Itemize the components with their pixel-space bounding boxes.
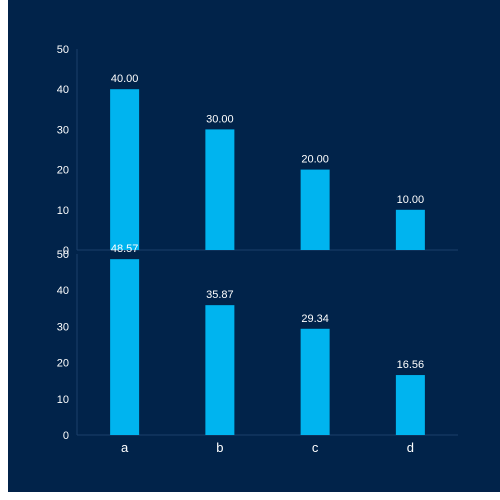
bar-b bbox=[205, 129, 235, 250]
bar-c bbox=[300, 169, 330, 250]
data-label: 20.00 bbox=[301, 154, 329, 166]
x-tick-label: a bbox=[121, 440, 129, 455]
data-label: 10.00 bbox=[397, 194, 425, 206]
y-tick-label: 50 bbox=[57, 249, 69, 261]
data-label: 48.57 bbox=[111, 243, 139, 255]
bar-a bbox=[110, 259, 140, 435]
y-tick-label: 10 bbox=[57, 394, 69, 406]
y-tick-label: 20 bbox=[57, 358, 69, 370]
data-label: 29.34 bbox=[301, 313, 329, 325]
y-tick-label: 10 bbox=[57, 205, 69, 217]
y-tick-label: 50 bbox=[57, 44, 69, 56]
x-tick-label: c bbox=[312, 440, 319, 455]
data-label: 16.56 bbox=[397, 359, 425, 371]
x-tick-label: d bbox=[407, 440, 414, 455]
y-tick-label: 0 bbox=[63, 245, 69, 257]
y-tick-label: 20 bbox=[57, 165, 69, 177]
bar-d bbox=[395, 209, 425, 250]
y-tick-label: 30 bbox=[57, 321, 69, 333]
y-tick-label: 40 bbox=[57, 285, 69, 297]
data-label: 40.00 bbox=[111, 73, 139, 85]
bar-a bbox=[110, 89, 140, 250]
y-tick-label: 40 bbox=[57, 84, 69, 96]
data-label: 35.87 bbox=[206, 289, 234, 301]
data-label: 30.00 bbox=[206, 113, 234, 125]
bar-d bbox=[395, 375, 425, 435]
x-tick-label: b bbox=[216, 440, 223, 455]
y-tick-label: 0 bbox=[63, 430, 69, 442]
bar-c bbox=[300, 328, 330, 435]
bar-b bbox=[205, 305, 235, 435]
y-tick-label: 30 bbox=[57, 124, 69, 136]
